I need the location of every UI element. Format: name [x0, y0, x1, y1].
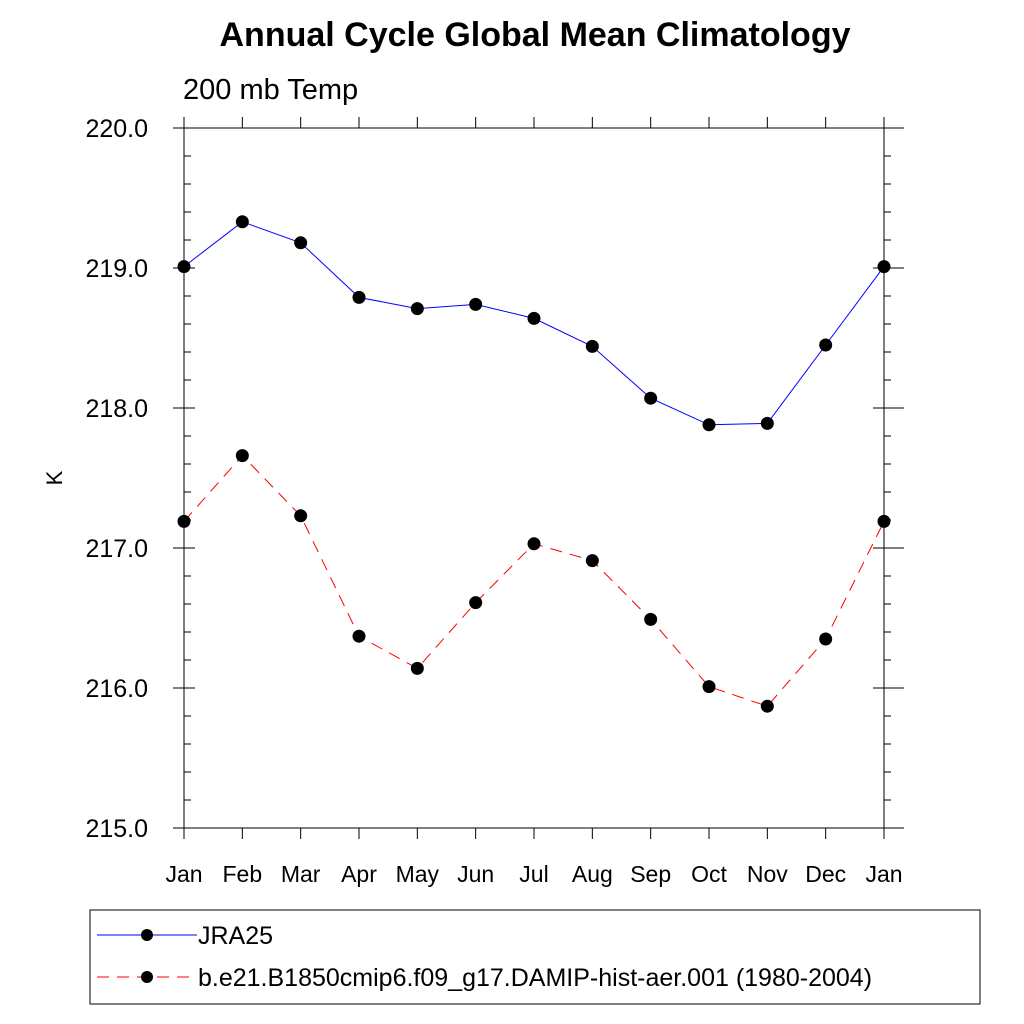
chart-subtitle: 200 mb Temp [183, 74, 358, 106]
x-tick-label: Nov [747, 861, 788, 887]
legend-marker-model [141, 971, 153, 983]
y-tick-label: 220.0 [85, 115, 148, 143]
series-0-point [410, 302, 424, 316]
series-0-point [585, 339, 599, 353]
series-1-point [352, 629, 366, 643]
y-axis-label: K [42, 470, 67, 485]
x-tick-label: Mar [281, 861, 321, 887]
series-1-point [527, 537, 541, 551]
y-tick-label: 219.0 [85, 255, 148, 283]
x-tick-label: Dec [805, 861, 846, 887]
y-tick-label: 216.0 [85, 675, 148, 703]
series-0-point [294, 236, 308, 250]
series-1-point [410, 661, 424, 675]
series-1-point [760, 699, 774, 713]
axis-tick-labels: Jan Feb Mar Apr May Jun Jul Aug Sep Oct Nov Dec Jan 2… [85, 115, 902, 887]
y-tick-label: 215.0 [85, 815, 148, 843]
x-tick-label: Jan [865, 861, 902, 887]
series-1-point [235, 449, 249, 463]
series-0-point [760, 416, 774, 430]
x-tick-label: May [396, 861, 440, 887]
x-tick-label: Jun [457, 861, 494, 887]
series-1-point [819, 632, 833, 646]
series-0-point [819, 338, 833, 352]
axis-ticks [173, 117, 904, 839]
chart-title: Annual Cycle Global Mean Climatology [220, 16, 851, 54]
series-0-point [527, 311, 541, 325]
x-tick-label: Oct [691, 861, 727, 887]
series-0-point [235, 215, 249, 229]
x-tick-label: Aug [572, 861, 613, 887]
legend-label-jra25: JRA25 [198, 922, 273, 950]
x-tick-label: Sep [630, 861, 671, 887]
legend-box [89, 909, 981, 1005]
series-line-1 [183, 454, 885, 707]
series-1-point [585, 554, 599, 568]
x-tick-label: Apr [341, 861, 377, 887]
plot-frame [183, 127, 885, 829]
series-0-point [644, 391, 658, 405]
legend-label-model: b.e21.B1850cmip6.f09_g17.DAMIP-hist-aer.… [198, 964, 872, 992]
series-0-point [702, 418, 716, 432]
y-tick-label: 218.0 [85, 395, 148, 423]
series-0-point [352, 290, 366, 304]
x-tick-label: Jan [165, 861, 202, 887]
data-series [177, 215, 891, 713]
legend-marker-jra25 [141, 929, 153, 941]
y-tick-label: 217.0 [85, 535, 148, 563]
series-1-point [644, 612, 658, 626]
series-0-point [469, 297, 483, 311]
x-tick-label: Jul [519, 861, 548, 887]
x-tick-label: Feb [223, 861, 263, 887]
series-1-point [702, 680, 716, 694]
legend: JRA25 b.e21.B1850cmip6.f09_g17.DAMIP-his… [89, 909, 981, 1005]
series-1-point [469, 596, 483, 610]
series-1-point [294, 509, 308, 523]
